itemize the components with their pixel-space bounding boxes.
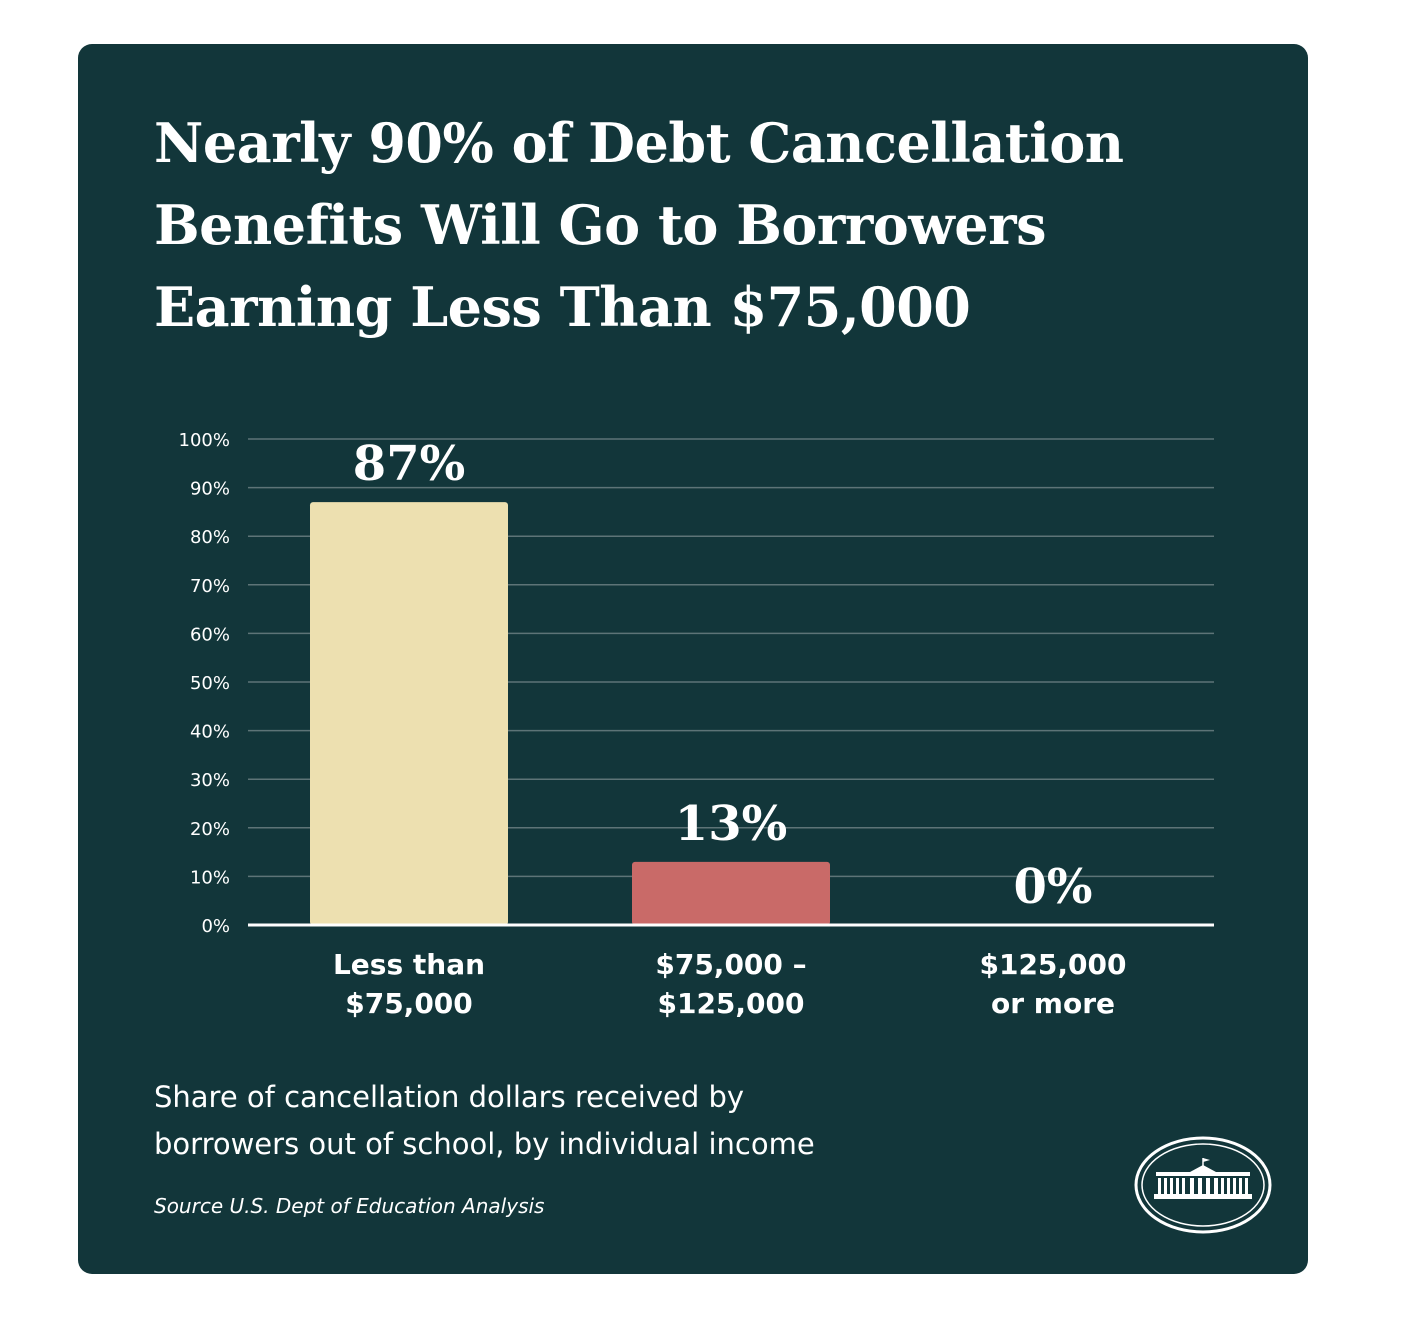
chart-caption: Share of cancellation dollars received b… <box>154 1074 1054 1168</box>
white-house-seal-icon <box>1134 1136 1272 1234</box>
infographic-card: Nearly 90% of Debt Cancellation Benefits… <box>78 44 1308 1274</box>
x-category-label: $75,000 – <box>655 948 806 981</box>
title-line: Benefits Will Go to Borrowers <box>154 193 1047 257</box>
caption-line: Share of cancellation dollars received b… <box>154 1080 745 1114</box>
y-tick-label: 20% <box>190 819 230 840</box>
x-category-label: $125,000 <box>657 987 804 1020</box>
y-tick-label: 70% <box>190 576 230 597</box>
y-tick-label: 50% <box>190 673 230 694</box>
data-label: 87% <box>353 436 465 492</box>
y-tick-label: 30% <box>190 770 230 791</box>
bar <box>310 502 508 925</box>
bar <box>632 861 830 925</box>
y-tick-label: 40% <box>190 722 230 743</box>
data-label: 13% <box>675 796 787 852</box>
y-tick-label: 90% <box>190 479 230 500</box>
y-tick-label: 60% <box>190 624 230 645</box>
bar-chart: 0% 10% 20% 30% 40% 50% 60% 70% 80% 90% 100% 87% Less… <box>179 430 1214 1020</box>
x-category-label: $75,000 <box>345 987 473 1020</box>
y-tick-label: 80% <box>190 527 230 548</box>
y-tick-label: 100% <box>179 430 230 451</box>
x-category-label: $125,000 <box>979 948 1126 981</box>
x-category-label: Less than <box>333 948 485 981</box>
caption-line: borrowers out of school, by individual i… <box>154 1127 815 1161</box>
y-tick-label: 10% <box>190 867 230 888</box>
source-note: Source U.S. Dept of Education Analysis <box>154 1194 545 1218</box>
title-line: Nearly 90% of Debt Cancellation <box>154 111 1124 175</box>
x-category-label: or more <box>991 987 1115 1020</box>
data-label: 0% <box>1013 859 1092 915</box>
title-line: Earning Less Than $75,000 <box>154 275 971 339</box>
chart-title: Nearly 90% of Debt Cancellation Benefits… <box>154 102 1254 348</box>
y-tick-label: 0% <box>201 916 230 937</box>
